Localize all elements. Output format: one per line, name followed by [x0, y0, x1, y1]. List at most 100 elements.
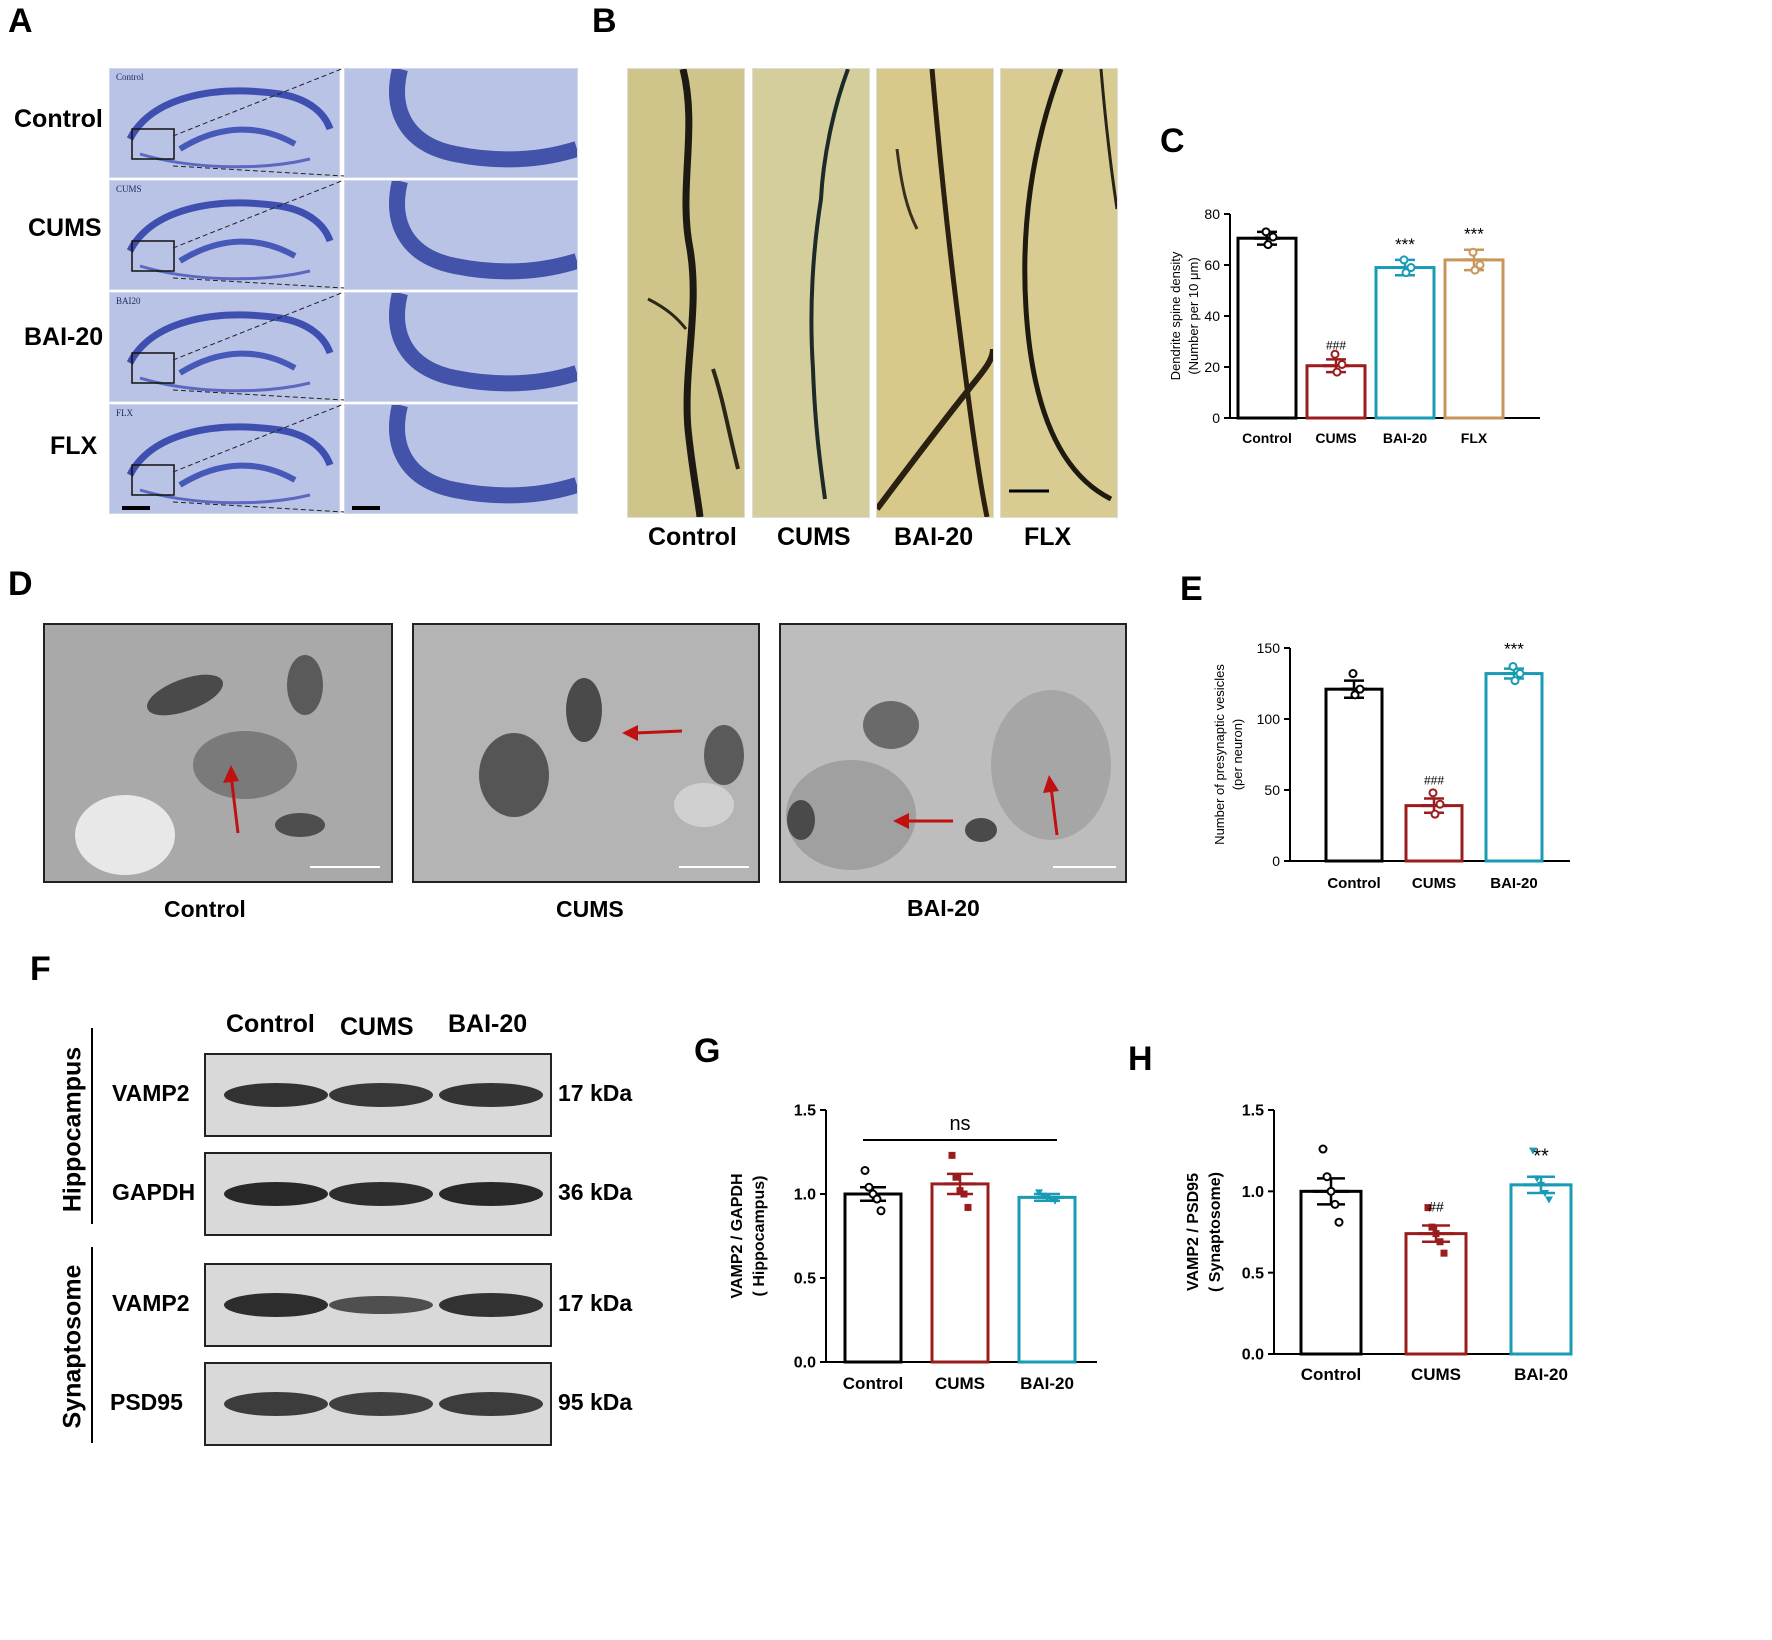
panel-b-letter: B [592, 2, 617, 40]
micrograph-tag: CUMS [116, 184, 142, 194]
y-tick-label: 80 [1204, 206, 1220, 222]
y-tick-label: 50 [1264, 782, 1280, 798]
tem-image-bai20 [779, 623, 1127, 883]
wb-group-hippocampus: Hippocampus [58, 1046, 87, 1213]
data-point [1348, 669, 1358, 679]
wb-group-synaptosome-bracket [91, 1247, 93, 1443]
y-tick-label: 0 [1212, 410, 1220, 426]
data-point [872, 1194, 882, 1204]
wb-kda-label: 17 kDa [558, 1080, 633, 1106]
data-point [1428, 788, 1438, 798]
wb-kda-label: 36 kDa [558, 1179, 633, 1205]
wb-strip-psd95 [204, 1362, 552, 1446]
wb-protein-label: VAMP2 [112, 1290, 190, 1316]
data-point [956, 1187, 964, 1195]
tem-image-control [43, 623, 393, 883]
wb-protein-label: PSD95 [110, 1389, 183, 1415]
data-point [1430, 809, 1440, 819]
bar-cums [1404, 1232, 1468, 1356]
data-point [1406, 263, 1416, 273]
chart-c-dendrite-spine-density: 0 20 40 60 80 Dendrite spine density (Number p… [1168, 206, 1540, 446]
data-point [952, 1173, 960, 1181]
x-tick-label: Control [1327, 875, 1380, 892]
panel-a-row-label-cums: CUMS [28, 214, 102, 242]
x-tick-label: BAI-20 [1514, 1365, 1568, 1384]
panel-g-letter: G [694, 1032, 721, 1070]
y-tick-label: 100 [1257, 711, 1281, 727]
ca-region-zoom-cums [344, 180, 578, 290]
data-point [1428, 1223, 1436, 1231]
significance-mark: *** [1504, 640, 1524, 659]
wb-lane-bai20: BAI-20 [448, 1010, 528, 1038]
data-point [876, 1206, 886, 1216]
wb-lane-cums: CUMS [340, 1013, 414, 1041]
data-point [1326, 1186, 1336, 1196]
data-point [1337, 359, 1347, 369]
wb-strip-gapdh [204, 1152, 552, 1236]
wb-protein-label: VAMP2 [112, 1080, 190, 1106]
significance-mark: ** [1533, 1146, 1549, 1168]
data-point [1541, 1189, 1549, 1197]
y-axis-label: Number of presynaptic vesicles [1212, 664, 1227, 845]
data-point [860, 1165, 870, 1175]
y-tick-label: 0.5 [1242, 1265, 1264, 1282]
significance-mark: *** [1395, 235, 1415, 254]
data-point [1330, 349, 1340, 359]
data-point [1261, 227, 1271, 237]
golgi-image-control [627, 68, 745, 518]
wb-kda-label: 95 kDa [558, 1389, 633, 1415]
data-point [1432, 1230, 1440, 1238]
y-tick-label: 1.0 [794, 1187, 816, 1204]
y-tick-label: 1.0 [1242, 1184, 1264, 1201]
y-tick-label: 0 [1272, 853, 1280, 869]
data-point [948, 1151, 956, 1159]
panel-e-letter: E [1180, 570, 1203, 608]
significance-label: ns [949, 1113, 970, 1135]
data-point [1332, 367, 1342, 377]
bar-bai-20 [1374, 266, 1436, 420]
x-tick-label: CUMS [1412, 875, 1456, 892]
hippocampus-overview-cums: CUMS [109, 180, 340, 290]
wb-kda-label: 17 kDa [558, 1290, 633, 1316]
y-axis-label: (Number per 10 μm) [1186, 257, 1201, 374]
x-tick-label: FLX [1461, 430, 1488, 446]
y-tick-label: 0.5 [794, 1271, 816, 1288]
bar-cums [930, 1182, 990, 1364]
panel-b-label-control: Control [648, 523, 737, 551]
bar-bai-20 [1017, 1195, 1077, 1364]
y-axis-label: ( Synaptosome) [1207, 1172, 1224, 1292]
bar-control [1236, 236, 1298, 420]
x-tick-label: Control [1242, 430, 1292, 446]
chart-h-vamp2-psd95: 0.0 0.5 1.0 1.5 VAMP2 / PSD95 ( Synaptosome) C… [1185, 1103, 1573, 1384]
ca-region-zoom-control [344, 68, 578, 178]
panel-c-letter: C [1160, 122, 1185, 160]
hippocampus-overview-control: Control [109, 68, 340, 178]
y-tick-label: 150 [1257, 640, 1281, 656]
significance-mark: ### [1326, 338, 1346, 352]
bar-flx [1443, 258, 1505, 420]
golgi-image-cums [752, 68, 870, 518]
panel-b-label-cums: CUMS [777, 523, 851, 551]
data-point [1436, 1238, 1444, 1246]
x-tick-label: Control [1301, 1365, 1361, 1384]
x-tick-label: BAI-20 [1490, 875, 1538, 892]
data-point [1035, 1189, 1043, 1197]
y-axis-label: ( Hippocampus) [751, 1176, 768, 1297]
panel-b-label-bai20: BAI-20 [894, 523, 974, 551]
data-point [1330, 1199, 1340, 1209]
data-point [1533, 1175, 1541, 1183]
y-axis-label: VAMP2 / GAPDH [729, 1173, 746, 1298]
micrograph-tag: Control [116, 72, 144, 82]
y-tick-label: 60 [1204, 257, 1220, 273]
panel-h-letter: H [1128, 1040, 1153, 1078]
wb-strip-vamp2 [204, 1053, 552, 1137]
significance-mark: ## [1428, 1198, 1444, 1214]
data-point [1529, 1147, 1537, 1155]
micrograph-tag: FLX [116, 408, 134, 418]
x-tick-label: Control [843, 1374, 903, 1393]
panel-d-label-cums: CUMS [556, 896, 624, 922]
panel-d-label-bai20: BAI-20 [907, 895, 980, 921]
data-point [1468, 247, 1478, 257]
wb-strip-vamp2 [204, 1263, 552, 1347]
ca-region-zoom-flx [344, 404, 578, 514]
